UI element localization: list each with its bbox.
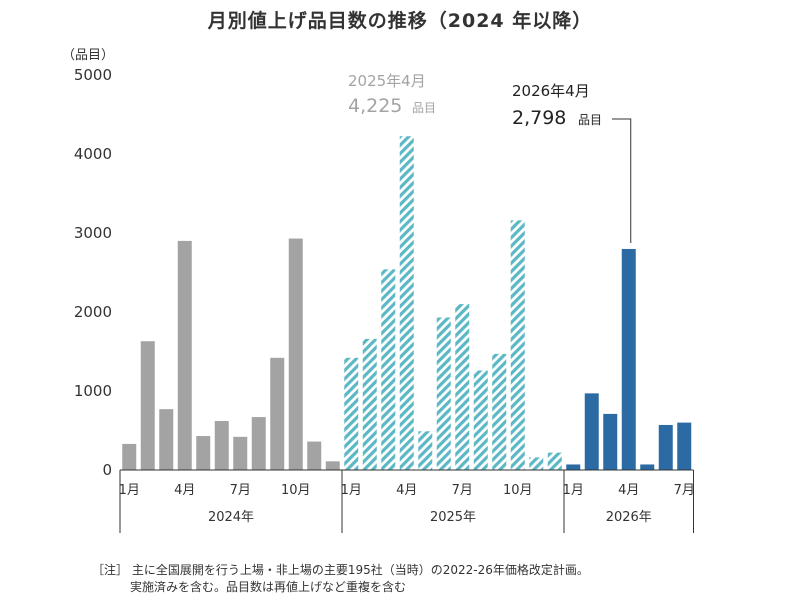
bar	[177, 240, 192, 470]
annotation-unit: 品目	[412, 101, 436, 115]
bar	[566, 464, 581, 470]
bar	[677, 422, 692, 470]
annotation-label: 2026年4月	[512, 82, 590, 100]
bar	[307, 441, 322, 470]
bar	[399, 136, 414, 470]
year-label: 2026年	[606, 510, 652, 525]
x-tick-label: 1月	[341, 483, 362, 498]
x-tick-label: 10月	[281, 483, 311, 498]
bar	[122, 443, 137, 470]
bar	[325, 461, 340, 470]
footnote: ［注］ 主に全国展開を行う上場・非上場の主要195社（当時）の2022-26年価…	[92, 562, 589, 596]
annotation-label: 2025年4月	[348, 72, 426, 90]
bar	[214, 421, 229, 470]
bar	[492, 353, 507, 470]
bar	[547, 452, 562, 470]
y-tick-label: 3000	[74, 224, 112, 242]
x-tick-label: 7月	[674, 483, 695, 498]
bar	[159, 409, 174, 470]
annotation-leader-line	[612, 118, 632, 243]
bar	[233, 436, 248, 470]
bar	[140, 341, 155, 470]
annotation-value: 4,225	[348, 95, 402, 117]
bar	[584, 393, 599, 470]
bar	[288, 238, 303, 470]
bar	[473, 370, 488, 470]
bar	[658, 424, 673, 470]
bar	[196, 436, 211, 470]
x-tick-label: 4月	[618, 483, 639, 498]
x-tick-label: 7月	[452, 483, 473, 498]
footnote-line-1: ［注］ 主に全国展開を行う上場・非上場の主要195社（当時）の2022-26年価…	[92, 563, 589, 577]
bar	[529, 457, 544, 470]
y-axis-unit: （品目）	[62, 48, 115, 63]
bar	[418, 431, 433, 470]
bar	[344, 357, 359, 470]
x-tick-label: 4月	[396, 483, 417, 498]
y-tick-label: 1000	[74, 382, 112, 400]
chart-title: 月別値上げ品目数の推移（2024 年以降）	[207, 10, 593, 32]
x-tick-label: 1月	[563, 483, 584, 498]
y-tick-label: 2000	[74, 303, 112, 321]
y-tick-label: 0	[102, 461, 112, 479]
bar	[640, 464, 655, 470]
bar	[251, 417, 266, 470]
bar	[603, 413, 618, 470]
bar	[436, 317, 451, 470]
annotation-value: 2,798	[512, 107, 566, 129]
bar	[455, 304, 470, 470]
x-tick-label: 7月	[230, 483, 251, 498]
bar	[381, 269, 396, 470]
bar	[510, 220, 525, 470]
y-tick-label: 4000	[74, 145, 112, 163]
annotation-2025-04: 2025年4月 4,225 品目	[348, 72, 436, 117]
bar	[270, 357, 285, 470]
bar	[362, 338, 377, 470]
x-tick-label: 10月	[503, 483, 533, 498]
annotation-2026-04: 2026年4月 2,798 品目	[512, 82, 632, 243]
x-tick-label: 1月	[119, 483, 140, 498]
footnote-line-2: 実施済みを含む。品目数は再値上げなど重複を含む	[130, 580, 407, 594]
year-label: 2025年	[430, 510, 476, 525]
bar	[621, 248, 636, 470]
x-tick-label: 4月	[174, 483, 195, 498]
annotation-unit: 品目	[578, 113, 602, 127]
y-tick-label: 5000	[74, 66, 112, 84]
year-label: 2024年	[208, 510, 254, 525]
